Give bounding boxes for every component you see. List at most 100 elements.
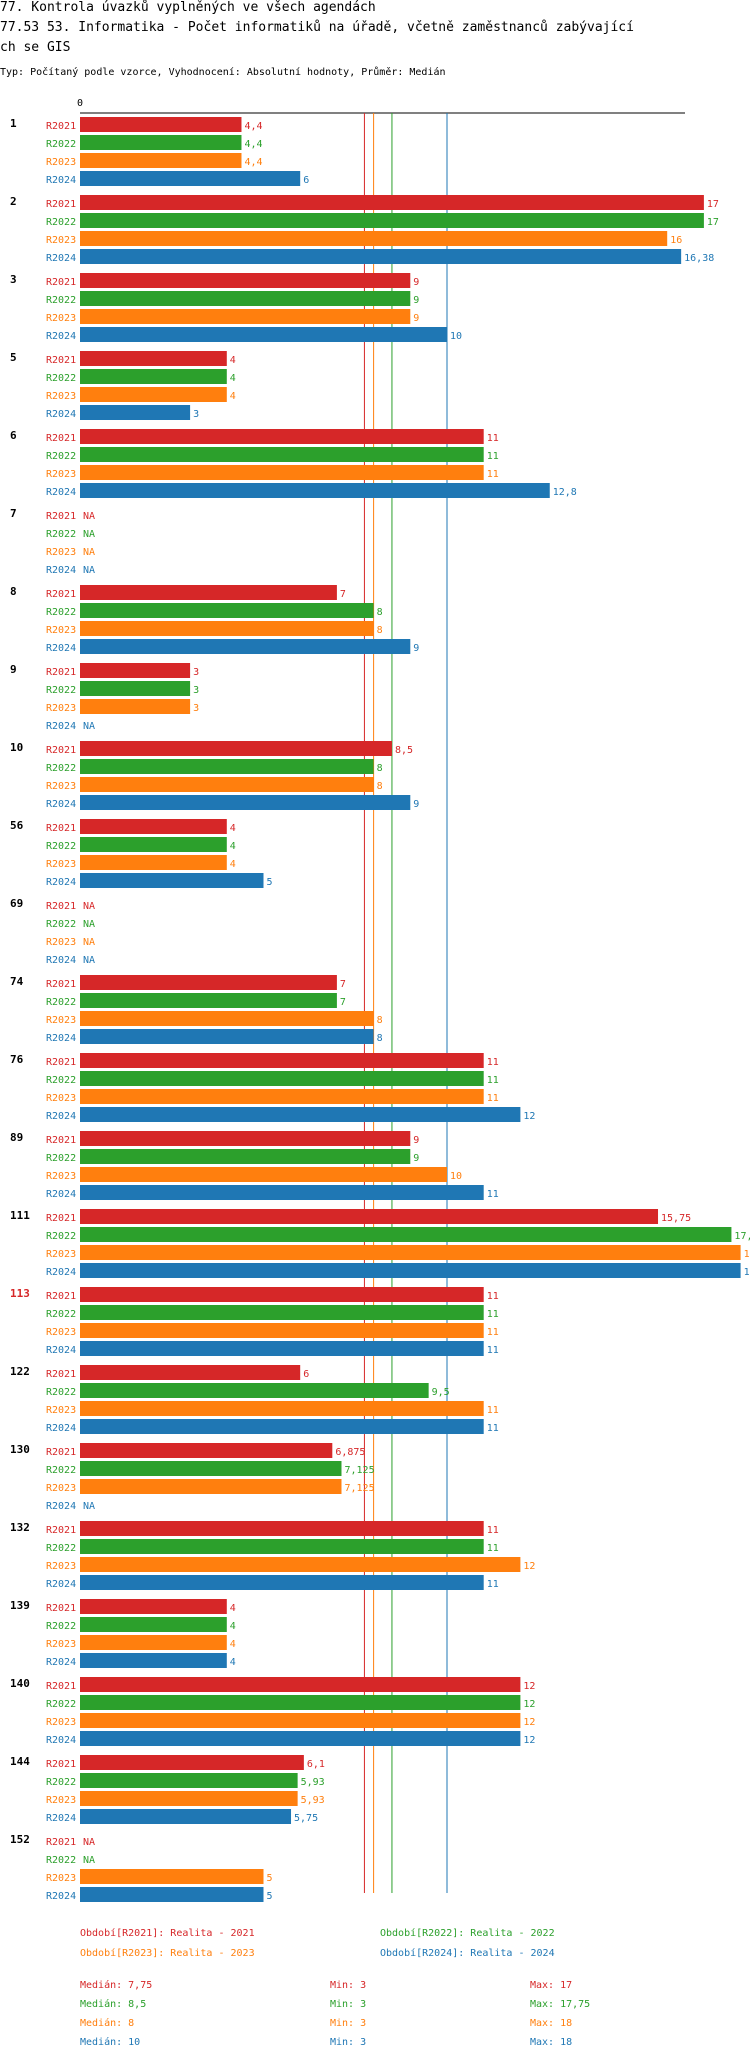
bar — [80, 1419, 484, 1434]
data-label: NA — [83, 721, 95, 732]
series-label: R2023 — [46, 1795, 76, 1806]
stat-min: Min: 3 — [330, 2037, 366, 2048]
series-label: R2022 — [46, 373, 76, 384]
bar — [80, 975, 337, 990]
data-label: NA — [83, 919, 95, 930]
series-label: R2021 — [46, 1837, 76, 1848]
group-label: 144 — [10, 1755, 30, 1768]
data-label: 8,5 — [395, 745, 413, 756]
series-label: R2024 — [46, 1345, 76, 1356]
series-label: R2023 — [46, 625, 76, 636]
data-label: 9 — [413, 1135, 419, 1146]
series-label: R2022 — [46, 763, 76, 774]
bar — [80, 663, 191, 678]
bar — [80, 699, 191, 714]
series-label: R2021 — [46, 277, 76, 288]
series-label: R2021 — [46, 1681, 76, 1692]
series-label: R2023 — [46, 1405, 76, 1416]
data-label: 11 — [487, 1189, 499, 1200]
bar — [80, 387, 227, 402]
series-label: R2022 — [46, 1543, 76, 1554]
series-label: R2024 — [46, 1267, 76, 1278]
series-label: R2024 — [46, 1891, 76, 1902]
data-label: 8 — [377, 1033, 383, 1044]
data-label: 4,4 — [244, 139, 262, 150]
data-label: 12 — [523, 1681, 535, 1692]
series-label: R2021 — [46, 433, 76, 444]
data-label: 12 — [523, 1717, 535, 1728]
data-label: 11 — [487, 1327, 499, 1338]
bar — [80, 309, 411, 324]
bar — [80, 741, 392, 756]
series-label: R2023 — [46, 1483, 76, 1494]
bar — [80, 795, 411, 810]
group-label: 1 — [10, 117, 17, 130]
series-label: R2022 — [46, 1855, 76, 1866]
series-label: R2023 — [46, 547, 76, 558]
series-label: R2023 — [46, 1249, 76, 1260]
series-label: R2023 — [46, 859, 76, 870]
group-label: 89 — [10, 1131, 23, 1144]
bar — [80, 273, 411, 288]
bar — [80, 351, 227, 366]
data-label: 4 — [230, 373, 236, 384]
bar — [80, 1809, 292, 1824]
bar — [80, 429, 484, 444]
bar — [80, 1599, 227, 1614]
data-label: 7 — [340, 589, 346, 600]
series-label: R2021 — [46, 1291, 76, 1302]
series-label: R2022 — [46, 1621, 76, 1632]
bar — [80, 993, 337, 1008]
data-label: 5,93 — [301, 1777, 325, 1788]
series-label: R2023 — [46, 1093, 76, 1104]
group-label: 152 — [10, 1833, 30, 1846]
stat-min: Min: 3 — [330, 2018, 366, 2029]
bar — [80, 1131, 411, 1146]
series-label: R2024 — [46, 1813, 76, 1824]
bar — [80, 1575, 484, 1590]
series-label: R2021 — [46, 511, 76, 522]
series-label: R2024 — [46, 1579, 76, 1590]
data-label: 4 — [230, 859, 236, 870]
data-label: 11 — [487, 1543, 499, 1554]
data-label: 5 — [267, 877, 273, 888]
bar — [80, 1521, 484, 1536]
series-label: R2021 — [46, 979, 76, 990]
data-label: NA — [83, 937, 95, 948]
stat-min: Min: 3 — [330, 1999, 366, 2010]
data-label: 8 — [377, 1015, 383, 1026]
series-label: R2022 — [46, 841, 76, 852]
data-label: NA — [83, 565, 95, 576]
bar — [80, 759, 374, 774]
data-label: 7,125 — [344, 1465, 374, 1476]
group-label: 7 — [10, 507, 17, 520]
data-label: 12 — [523, 1699, 535, 1710]
series-label: R2024 — [46, 721, 76, 732]
data-label: 6 — [303, 1369, 309, 1380]
stat-median: Medián: 10 — [80, 2036, 140, 2048]
bar — [80, 1713, 521, 1728]
stat-max: Max: 17 — [530, 1980, 572, 1991]
series-label: R2023 — [46, 937, 76, 948]
bar — [80, 1401, 484, 1416]
data-label: 18 — [744, 1249, 750, 1260]
data-label: 10 — [450, 1171, 462, 1182]
legend-entry: Období[R2022]: Realita - 2022 — [380, 1927, 555, 1939]
series-label: R2022 — [46, 139, 76, 150]
data-label: NA — [83, 1855, 95, 1866]
series-label: R2023 — [46, 1171, 76, 1182]
bar — [80, 1539, 484, 1554]
bar — [80, 819, 227, 834]
series-label: R2023 — [46, 157, 76, 168]
series-label: R2021 — [46, 1525, 76, 1536]
series-label: R2024 — [46, 799, 76, 810]
chart-title-line-2: 77.53 53. Informatika - Počet informatik… — [0, 20, 634, 35]
bar — [80, 1245, 741, 1260]
bar — [80, 855, 227, 870]
series-label: R2022 — [46, 1465, 76, 1476]
bar — [80, 1461, 342, 1476]
bar — [80, 1227, 732, 1242]
series-label: R2024 — [46, 1423, 76, 1434]
series-label: R2021 — [46, 1369, 76, 1380]
